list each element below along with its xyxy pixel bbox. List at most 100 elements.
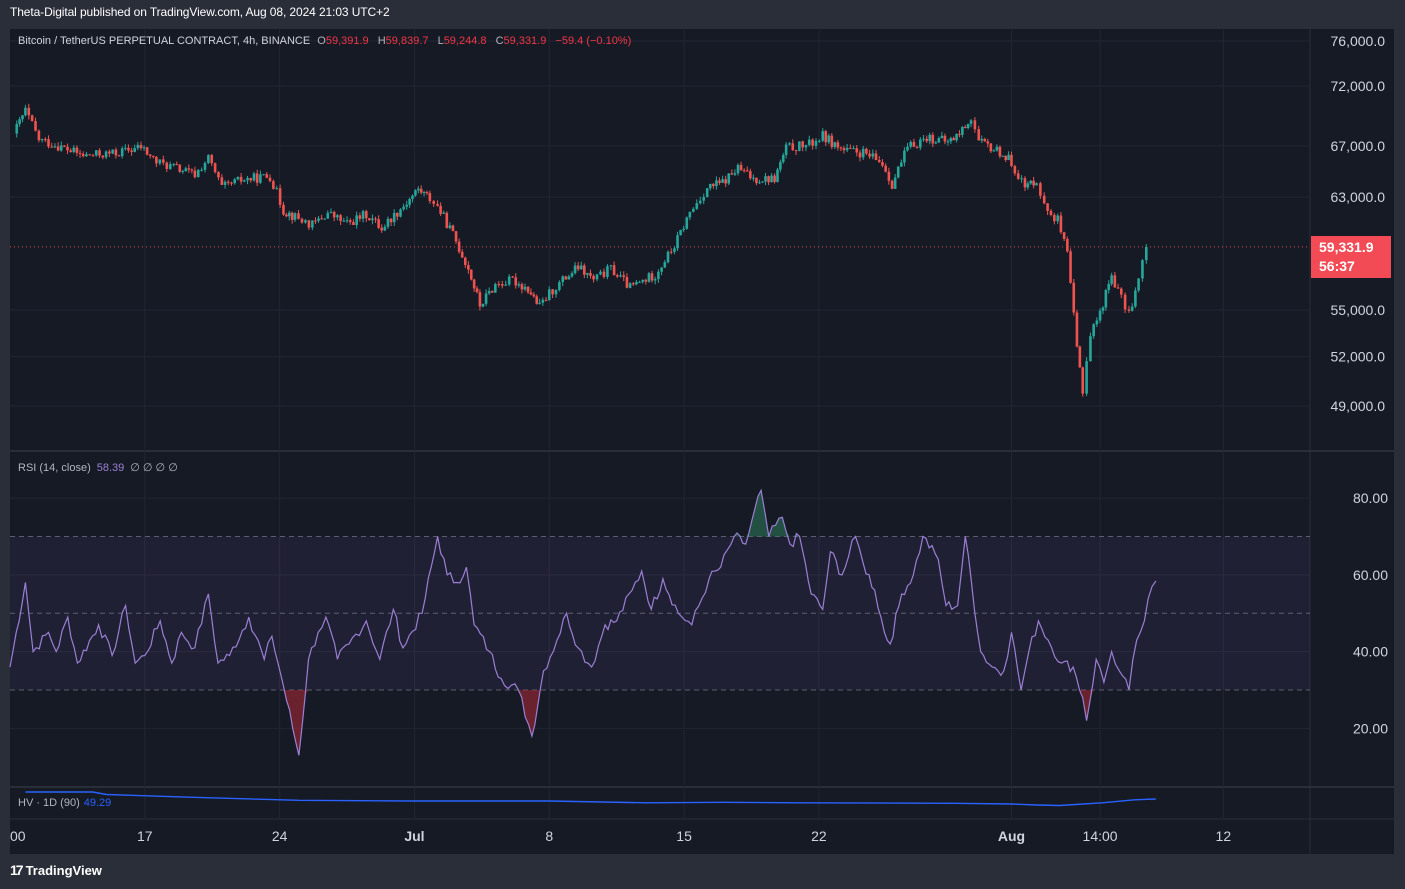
candle-body bbox=[355, 215, 358, 226]
candle-body bbox=[900, 162, 903, 167]
rsi-line bbox=[9, 488, 1157, 756]
candle-body bbox=[718, 180, 721, 183]
candle-body bbox=[874, 153, 878, 160]
candle-body bbox=[136, 144, 140, 149]
tradingview-logo-icon: 17 bbox=[10, 862, 24, 878]
candle-body bbox=[807, 139, 811, 145]
candle-body bbox=[108, 151, 111, 154]
candle-body bbox=[564, 276, 568, 280]
candle-body bbox=[995, 146, 999, 151]
candle-body bbox=[733, 173, 737, 175]
candle-body bbox=[628, 283, 632, 288]
candle-body bbox=[300, 218, 304, 223]
candle-body bbox=[949, 138, 953, 142]
candle-body bbox=[739, 164, 743, 171]
x-tick-label: 15 bbox=[676, 828, 692, 844]
candle-body bbox=[290, 212, 294, 220]
candle-body bbox=[579, 265, 583, 270]
candle-body bbox=[1010, 154, 1013, 167]
tradingview-footer[interactable]: 17 TradingView bbox=[10, 862, 102, 878]
symbol-title[interactable]: Bitcoin / TetherUS PERPETUAL CONTRACT, 4… bbox=[18, 35, 311, 47]
candle-body bbox=[973, 120, 977, 130]
rsi-label[interactable]: RSI (14, close) bbox=[18, 462, 91, 474]
candle-body bbox=[168, 164, 172, 169]
candle-body bbox=[494, 283, 497, 293]
candle-body bbox=[463, 257, 467, 265]
candle-body bbox=[791, 143, 795, 151]
candle-body bbox=[919, 139, 922, 148]
price-tick-label: 76,000.0 bbox=[1331, 33, 1386, 49]
candle-body bbox=[1072, 282, 1076, 313]
candle-body bbox=[673, 248, 676, 252]
candle-body bbox=[460, 251, 464, 258]
last-price-countdown: 56:37 bbox=[1319, 258, 1355, 274]
candle-body bbox=[653, 279, 657, 281]
candle-body bbox=[217, 172, 220, 178]
candle-body bbox=[361, 211, 365, 219]
candle-body bbox=[992, 150, 996, 152]
candle-body bbox=[963, 126, 967, 129]
candle-body bbox=[586, 272, 589, 275]
candle-body bbox=[287, 212, 291, 217]
candle-body bbox=[1039, 183, 1042, 196]
candle-body bbox=[127, 147, 130, 151]
candle-body bbox=[708, 183, 712, 189]
candle-body bbox=[1141, 260, 1144, 279]
tradingview-brand: TradingView bbox=[25, 862, 102, 878]
candle-body bbox=[773, 175, 776, 182]
x-tick-label: 00 bbox=[10, 828, 26, 844]
candle-body bbox=[448, 225, 452, 228]
candle-body bbox=[583, 265, 586, 275]
candle-body bbox=[794, 150, 798, 152]
candle-body bbox=[544, 299, 548, 301]
price-tick-label: 67,000.0 bbox=[1331, 138, 1386, 154]
candle-body bbox=[635, 282, 638, 285]
candle-body bbox=[101, 155, 105, 158]
candle-body bbox=[243, 180, 246, 182]
candle-body bbox=[53, 146, 57, 148]
candle-body bbox=[402, 206, 405, 210]
candle-body bbox=[487, 291, 491, 294]
candle-body bbox=[781, 155, 785, 162]
candle-body bbox=[535, 296, 539, 304]
candle-body bbox=[226, 181, 230, 183]
candle-body bbox=[114, 149, 118, 156]
candle-body bbox=[220, 177, 224, 185]
candle-body bbox=[1137, 278, 1140, 291]
candle-body bbox=[414, 190, 417, 196]
candle-body bbox=[230, 182, 233, 184]
price-tick-label: 63,000.0 bbox=[1331, 189, 1386, 205]
candle-body bbox=[323, 218, 326, 220]
candle-body bbox=[721, 179, 724, 183]
candle-body bbox=[631, 283, 635, 285]
candle-body bbox=[88, 154, 92, 156]
candle-body bbox=[1095, 320, 1099, 325]
candle-body bbox=[1107, 283, 1111, 290]
candle-body bbox=[405, 204, 409, 207]
last-price-tag: 59,331.9 56:37 bbox=[1311, 236, 1391, 278]
candle-body bbox=[858, 152, 862, 158]
candle-body bbox=[249, 178, 253, 181]
candle-body bbox=[278, 188, 282, 205]
candle-body bbox=[193, 170, 197, 178]
candle-body bbox=[408, 199, 411, 205]
candle-body bbox=[411, 195, 414, 200]
open-label: O bbox=[317, 35, 326, 47]
candle-body bbox=[1020, 178, 1023, 180]
candle-body bbox=[111, 149, 114, 154]
candle-body bbox=[467, 264, 470, 270]
rsi-tick-label: 40.00 bbox=[1353, 644, 1388, 660]
candle-body bbox=[339, 215, 342, 221]
candle-body bbox=[203, 163, 207, 170]
candle-body bbox=[554, 289, 558, 295]
candle-body bbox=[724, 179, 727, 184]
candle-body bbox=[529, 292, 533, 295]
candle-body bbox=[175, 164, 179, 166]
last-price-value: 59,331.9 bbox=[1319, 239, 1374, 255]
hv-label[interactable]: HV · 1D (90) bbox=[18, 797, 80, 809]
candle-body bbox=[966, 123, 970, 129]
candle-body bbox=[839, 147, 843, 149]
candle-body bbox=[893, 177, 897, 189]
candle-body bbox=[784, 144, 788, 156]
